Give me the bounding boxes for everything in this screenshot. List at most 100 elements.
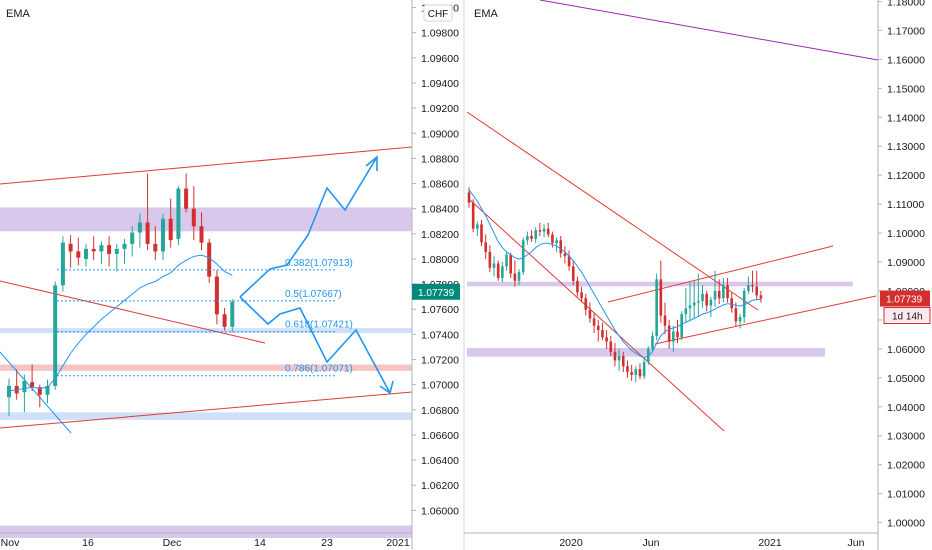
fib-level-label: 0.382(1.07913) <box>285 258 353 269</box>
candle-body <box>672 331 675 342</box>
candle-body <box>107 245 112 254</box>
price-tick-label: 1.13000 <box>887 141 925 153</box>
candle-body <box>642 361 646 377</box>
right-price-axis[interactable]: 1.18000 1.17000 1.16000 1.15000 1.14000 1.130… <box>877 0 931 550</box>
candle-body <box>45 385 50 395</box>
candle-body <box>576 280 579 293</box>
candle-body <box>563 253 567 257</box>
candle-body <box>534 230 538 239</box>
price-tick-label: 1.06400 <box>421 455 459 467</box>
candle-body <box>484 242 487 252</box>
channel-lower-line <box>0 391 413 429</box>
candle-body <box>601 330 604 338</box>
candle-body <box>638 369 642 377</box>
x-tick-label: Nov <box>1 537 20 549</box>
currency-label: CHF <box>428 9 449 20</box>
candle-body <box>667 325 671 342</box>
price-tick-label: 1.16000 <box>887 54 925 66</box>
price-tick-label: 1.03000 <box>887 431 925 443</box>
candle-body <box>738 317 742 322</box>
indicator-label: EMA <box>474 8 499 20</box>
countdown-label: 1d 14h <box>892 312 923 323</box>
candle-body <box>530 235 533 239</box>
candle-body <box>492 263 496 268</box>
candle-body <box>76 251 81 258</box>
price-tick-label: 1.08800 <box>421 153 459 165</box>
x-tick-label: 2021 <box>386 537 410 549</box>
ema-line <box>468 189 761 359</box>
candle-body <box>634 369 638 375</box>
last-price-label: 1.07739 <box>418 288 455 299</box>
candle-body <box>571 266 575 281</box>
candle-body <box>655 279 658 336</box>
price-tick-label: 1.09000 <box>887 257 925 269</box>
projection-arrowhead-lower <box>379 380 394 395</box>
candle-body <box>145 222 150 244</box>
candle-body <box>214 276 219 315</box>
price-tick-label: 1.17000 <box>887 25 925 37</box>
candle-body <box>168 218 173 241</box>
zone-blue-1 <box>0 328 412 334</box>
candle-body <box>538 230 542 232</box>
candle-body <box>659 279 663 316</box>
last-price-badge <box>412 283 460 300</box>
candle-body <box>580 292 583 299</box>
projection-path-upper <box>239 156 378 298</box>
candle-body <box>701 293 704 302</box>
price-tick-label: 1.07600 <box>421 304 459 316</box>
right-chart-panel[interactable]: EMA 2020 Jun 2021 Jun <box>463 0 879 550</box>
candle-body <box>559 240 563 254</box>
candle-body <box>697 301 700 303</box>
candle-body <box>684 308 688 315</box>
last-price-label: 1.07739 <box>886 295 923 306</box>
zone-blue-3 <box>0 412 412 420</box>
candle-body <box>505 254 508 267</box>
candle-body <box>751 285 754 287</box>
candle-body <box>60 242 65 286</box>
left-chart-panel[interactable]: 0.382(1.07913) 0.5(1.07667) 0.618(1.07421)… <box>0 8 413 549</box>
candle-body <box>471 202 475 229</box>
price-tick-label: 1.00000 <box>887 518 925 530</box>
candle-body <box>742 290 746 318</box>
candle-body <box>521 240 525 273</box>
blue-trend-line <box>0 351 72 434</box>
candle-body <box>709 299 713 306</box>
ema-line <box>8 254 233 392</box>
price-tick-label: 1.09400 <box>421 78 459 90</box>
price-tick-label: 1.08600 <box>421 179 459 191</box>
last-price-badge <box>880 290 930 307</box>
candle-body <box>755 286 759 296</box>
candle-body <box>176 188 181 239</box>
candle-body <box>542 228 546 232</box>
candle-body <box>467 192 471 203</box>
candle-body <box>99 245 104 252</box>
candle-body <box>726 285 729 299</box>
left-price-axis[interactable]: 1.100001.098001.096001.094001.092001.090… <box>411 0 460 550</box>
x-tick-label: 23 <box>321 537 333 549</box>
candle-body <box>501 266 504 278</box>
candle-body <box>592 318 596 326</box>
zone-red-2 <box>0 364 412 371</box>
currency-badge <box>423 4 453 22</box>
candle-body <box>53 285 58 386</box>
candle-body <box>526 235 529 241</box>
price-tick-label: 1.09000 <box>421 128 459 140</box>
candle-body <box>496 263 500 278</box>
candle-body <box>230 301 235 327</box>
price-tick-label: 1.15000 <box>887 83 925 95</box>
price-tick-label: 1.09600 <box>421 53 459 65</box>
candle-body <box>517 272 521 281</box>
candle-body <box>551 234 554 244</box>
candle-body <box>222 314 227 327</box>
long-term-trend-line <box>539 0 879 61</box>
price-tick-label: 1.07200 <box>421 355 459 367</box>
candle-body <box>747 285 750 291</box>
candle-body <box>734 308 738 322</box>
candle-body <box>488 251 492 268</box>
candle-body <box>184 188 189 209</box>
candle-body <box>37 387 42 395</box>
rising-channel-upper <box>607 245 834 303</box>
candle-body <box>613 351 617 361</box>
candle-body <box>153 243 158 252</box>
